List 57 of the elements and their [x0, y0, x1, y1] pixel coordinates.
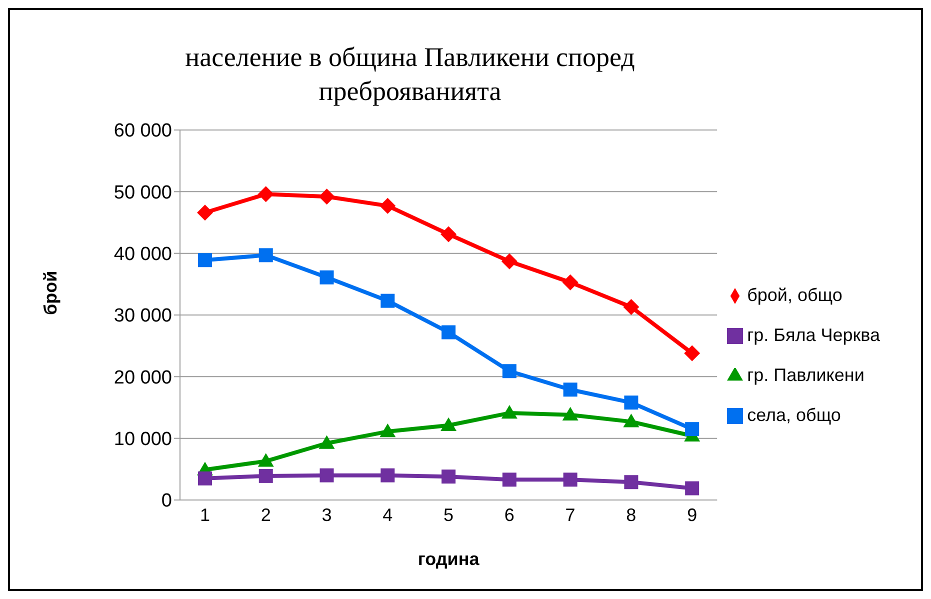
point [198, 253, 212, 268]
point [318, 188, 335, 205]
point [501, 405, 518, 419]
point [624, 475, 638, 490]
point [623, 298, 640, 315]
x-tick-label: 1 [200, 504, 210, 525]
y-tick-label: 60 000 [114, 120, 172, 142]
point [258, 248, 273, 262]
legend-label: гр. Бяла Черква [747, 325, 880, 345]
y-tick-label: 20 000 [114, 367, 172, 388]
point [258, 186, 274, 202]
chart-title: население в община Павликени според преброяванията [184, 41, 636, 108]
point [624, 396, 638, 410]
point [380, 198, 396, 214]
point [258, 453, 274, 467]
x-tick-label: 9 [687, 504, 698, 525]
x-tick-label: 6 [504, 504, 514, 525]
legend-label: брой, общо [747, 285, 842, 305]
x-tick-label: 8 [626, 504, 636, 525]
point [442, 325, 456, 340]
point [380, 468, 395, 482]
point [440, 417, 457, 431]
y-axis-title: брой [40, 270, 60, 315]
point [502, 472, 516, 487]
point [563, 382, 578, 397]
point [562, 274, 578, 290]
point [198, 471, 212, 486]
x-tick-label: 7 [565, 504, 576, 525]
point [442, 470, 456, 484]
x-tick-label: 5 [444, 504, 454, 525]
y-tick-label: 10 000 [114, 429, 172, 450]
x-tick-label: 2 [260, 504, 271, 525]
point [320, 270, 334, 284]
point [562, 406, 578, 420]
point [318, 435, 335, 449]
point [440, 226, 457, 242]
x-axis-title: година [418, 549, 480, 569]
point [563, 472, 578, 487]
point [380, 424, 396, 438]
y-tick-label: 0 [161, 490, 172, 512]
legend-label: села, общо [747, 405, 841, 425]
point [320, 468, 334, 482]
point [380, 294, 395, 308]
y-tick-label: 50 000 [114, 182, 172, 204]
y-tick-label: 30 000 [114, 306, 172, 327]
y-tick-label: 40 000 [114, 244, 172, 266]
point [197, 204, 213, 221]
point [502, 364, 516, 378]
point [258, 468, 273, 483]
point [685, 481, 700, 496]
point [684, 345, 700, 362]
point [623, 414, 640, 428]
point [685, 422, 700, 436]
x-tick-label: 4 [382, 504, 393, 525]
point [501, 253, 518, 270]
legend-label: гр. Павликени [747, 365, 864, 385]
x-tick-label: 3 [322, 504, 332, 525]
